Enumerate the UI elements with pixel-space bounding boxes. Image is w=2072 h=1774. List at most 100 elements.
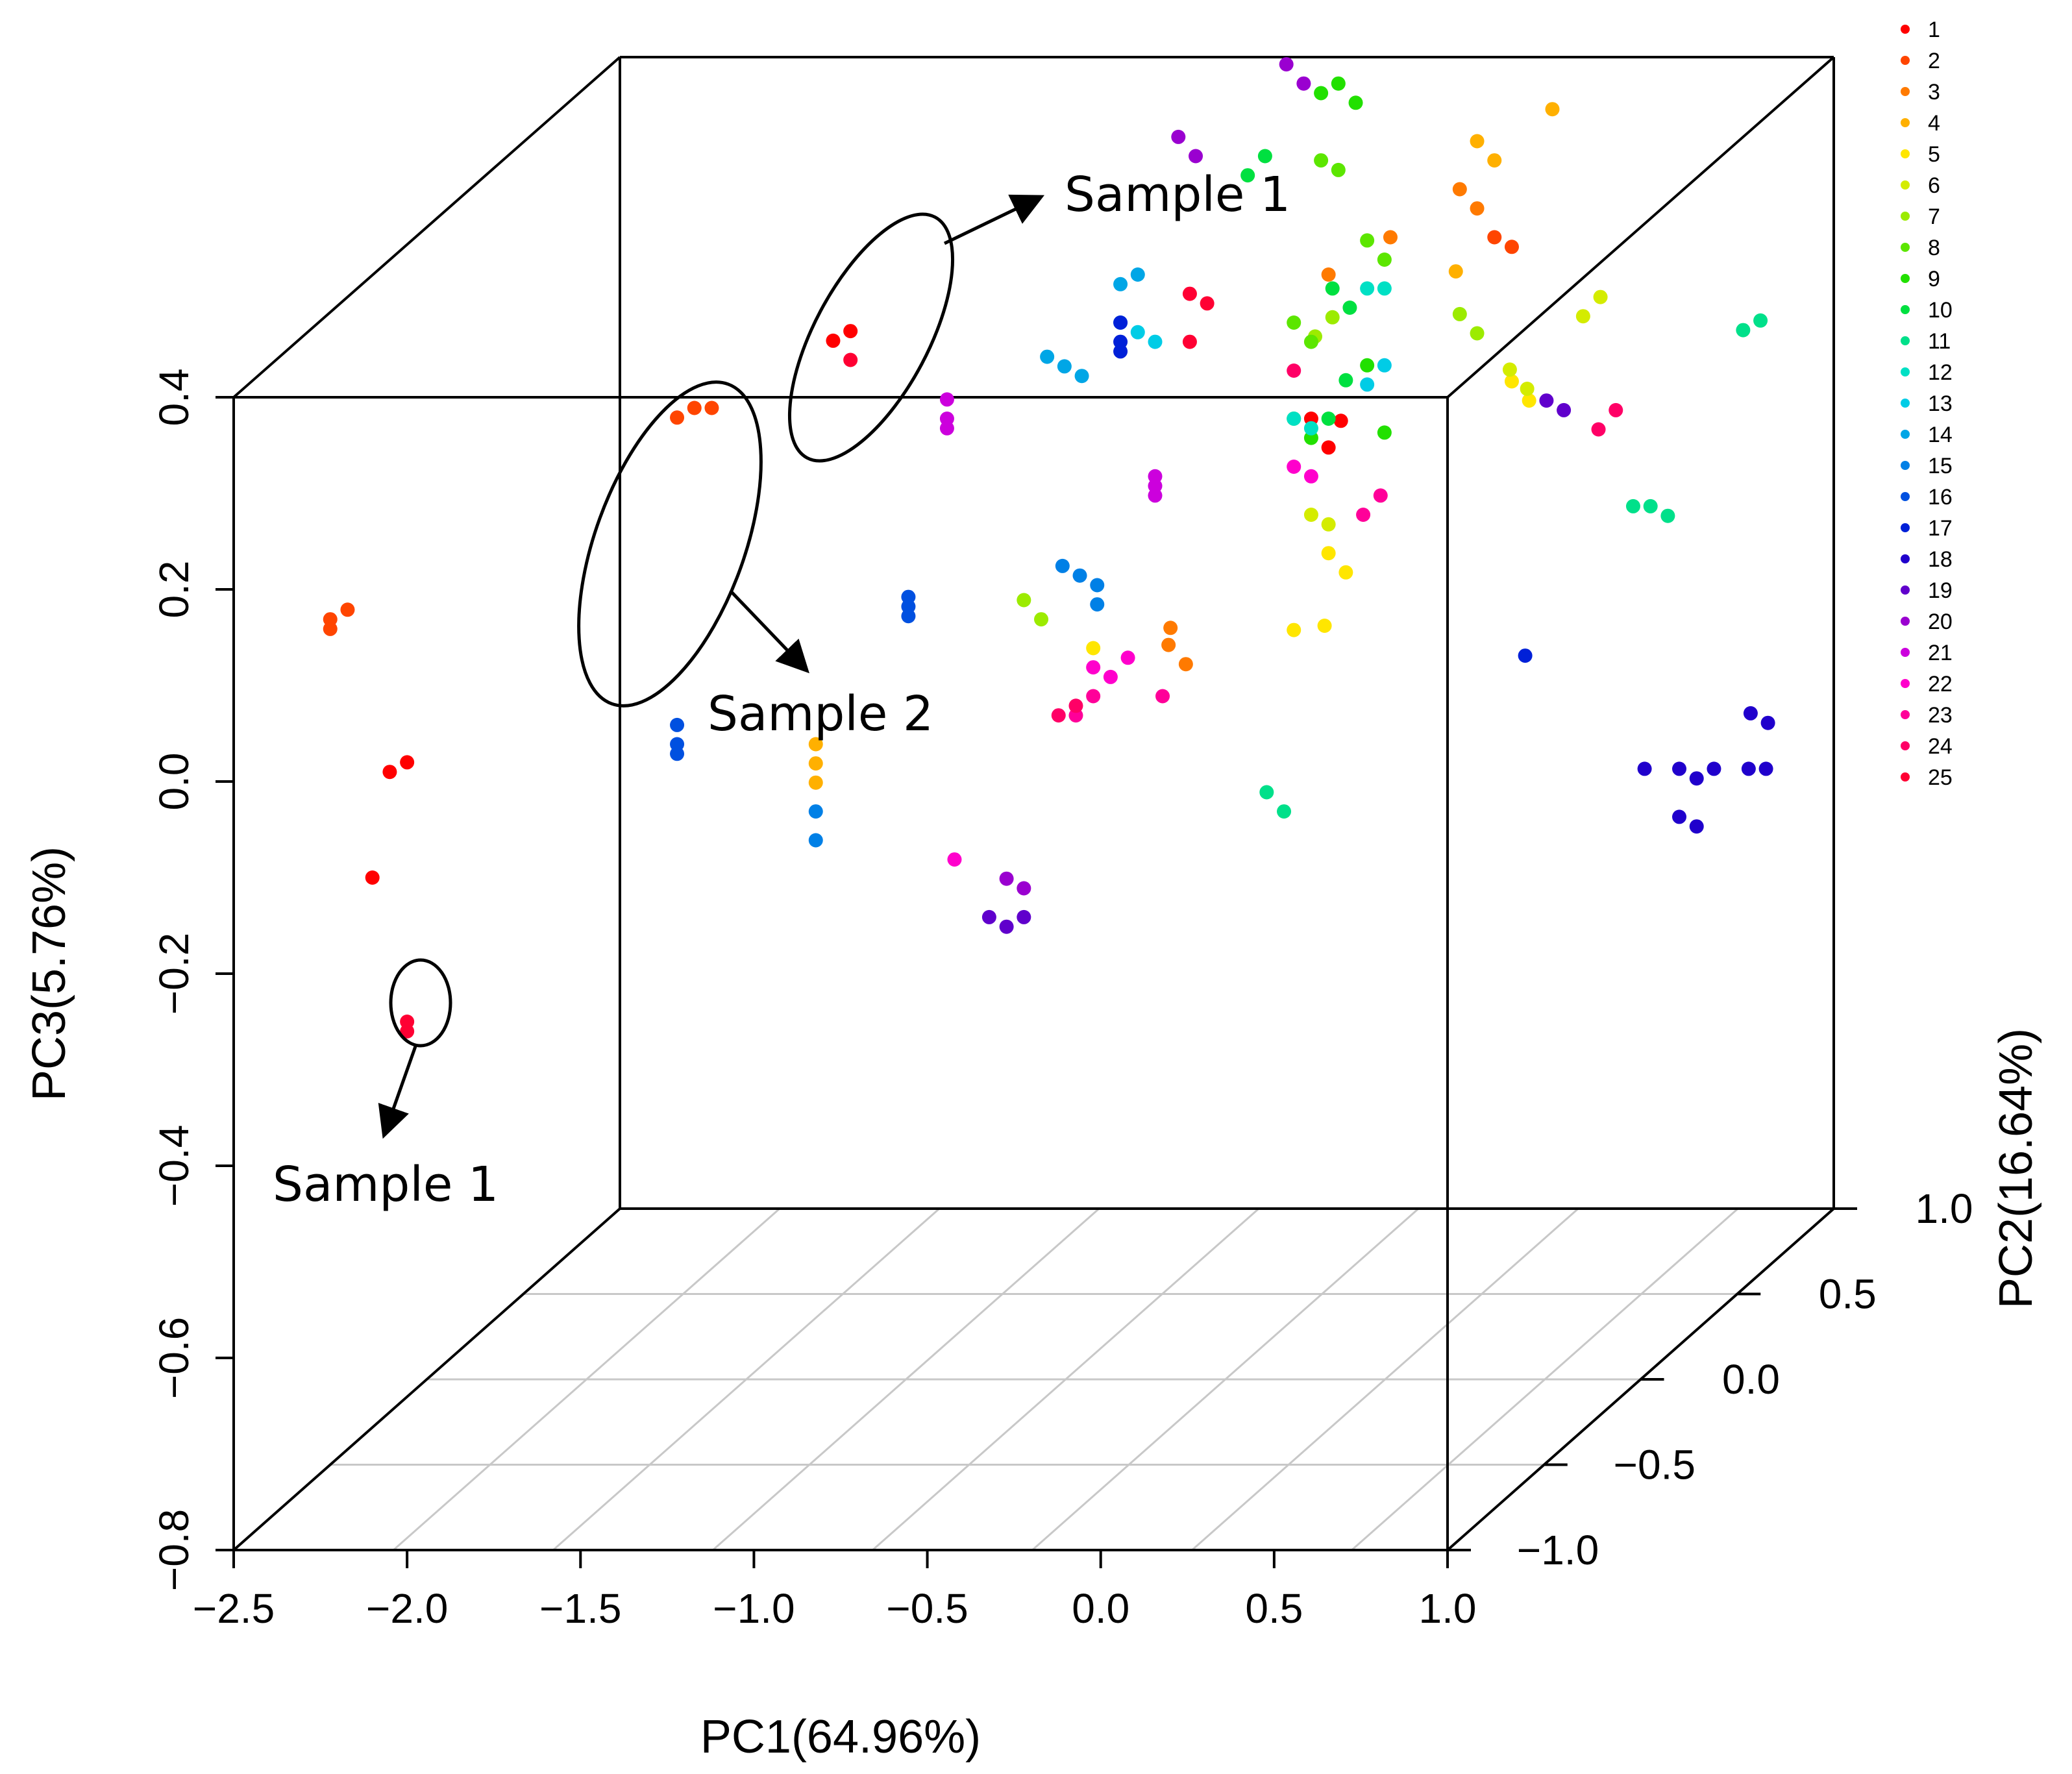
legend-marker xyxy=(1901,212,1910,221)
data-point-group-4 xyxy=(1448,264,1463,279)
legend-label: 8 xyxy=(1928,236,1940,260)
data-point-group-9 xyxy=(1314,86,1329,101)
data-point-group-11 xyxy=(1259,785,1274,800)
data-point-group-9 xyxy=(1331,76,1346,91)
data-point-group-18 xyxy=(1707,761,1721,776)
data-point-group-25 xyxy=(1182,286,1197,301)
data-point-group-12 xyxy=(1377,281,1392,296)
data-point-group-18 xyxy=(1741,761,1756,776)
data-point-group-19 xyxy=(999,919,1014,934)
sample-2-arrow xyxy=(729,589,809,674)
legend-label: 6 xyxy=(1928,173,1940,198)
sample-1-upper-arrow xyxy=(943,194,1045,245)
data-point-group-23 xyxy=(1373,488,1388,503)
data-point-group-17 xyxy=(1518,648,1533,663)
legend-label: 20 xyxy=(1928,610,1953,634)
data-point-group-7 xyxy=(1470,326,1485,341)
y-tick-label: 1.0 xyxy=(1916,1185,1973,1232)
legend-label: 21 xyxy=(1928,641,1953,665)
data-point-group-1 xyxy=(1333,413,1348,428)
data-point-group-18 xyxy=(1637,761,1652,776)
sample-1-lower-arrow xyxy=(378,1046,417,1139)
legend-label: 23 xyxy=(1928,703,1953,728)
data-point-group-5 xyxy=(1287,622,1301,637)
data-point-group-18 xyxy=(1672,809,1686,824)
data-point-group-25 xyxy=(400,1024,415,1039)
data-point-group-3 xyxy=(1383,230,1398,245)
box-edge xyxy=(232,56,621,399)
data-point-group-14 xyxy=(1113,277,1128,291)
data-point-group-15 xyxy=(808,804,823,819)
data-point-group-2 xyxy=(687,400,702,415)
data-point-group-15 xyxy=(1072,568,1087,583)
data-point-group-6 xyxy=(1502,362,1517,377)
legend-label: 3 xyxy=(1928,80,1940,105)
legend-marker xyxy=(1901,523,1910,532)
data-point-group-10 xyxy=(1342,301,1357,315)
z-tick-label: −0.2 xyxy=(151,933,197,1015)
y-tick-label: −1.0 xyxy=(1517,1527,1599,1573)
data-point-group-14 xyxy=(1130,267,1145,282)
x-tick-label: −1.0 xyxy=(713,1585,795,1632)
annotation-label: Sample 1 xyxy=(273,1157,499,1213)
data-point-group-8 xyxy=(1287,315,1301,330)
data-point-group-18 xyxy=(1689,819,1704,834)
data-point-group-5 xyxy=(1317,619,1332,633)
axis-titles: PC1(64.96%) PC3(5.76%) PC2(16.64%) xyxy=(23,846,2042,1763)
data-point-group-13 xyxy=(1377,358,1392,373)
data-point-group-11 xyxy=(1736,323,1751,338)
data-point-group-19 xyxy=(1017,909,1031,924)
legend-label: 22 xyxy=(1928,672,1953,696)
data-point-group-24 xyxy=(1287,363,1301,378)
sample-1-upper-ellipse xyxy=(787,212,955,463)
data-point-group-23 xyxy=(1155,689,1170,704)
x-tick-label: −0.5 xyxy=(886,1585,968,1632)
data-point-group-11 xyxy=(1643,499,1658,513)
legend-label: 7 xyxy=(1928,204,1940,229)
data-point-group-22 xyxy=(1303,469,1318,484)
data-point-group-4 xyxy=(808,756,823,771)
data-point-group-22 xyxy=(1103,669,1118,684)
legend-label: 19 xyxy=(1928,578,1953,603)
annotations: Sample 1 Sample 2 Sample 1 xyxy=(273,167,1290,1213)
y-tick-label: −0.5 xyxy=(1614,1442,1696,1488)
data-point-group-2 xyxy=(323,621,338,636)
data-point-group-16 xyxy=(670,746,685,761)
legend-marker xyxy=(1901,585,1910,595)
data-point-group-21 xyxy=(1148,488,1163,503)
legend-label: 18 xyxy=(1928,547,1953,572)
legend-marker xyxy=(1901,118,1910,127)
data-point-group-15 xyxy=(1055,558,1070,573)
data-point-group-13 xyxy=(1360,377,1375,392)
data-point-group-8 xyxy=(1303,334,1318,349)
legend-label: 10 xyxy=(1928,298,1953,323)
data-point-group-8 xyxy=(1314,153,1329,168)
data-point-group-24 xyxy=(1591,422,1606,437)
box-edge xyxy=(1446,56,1835,399)
data-point-group-11 xyxy=(1753,313,1768,328)
data-point-group-20 xyxy=(1296,76,1311,91)
data-point-group-7 xyxy=(1452,306,1467,321)
data-point-group-20 xyxy=(1017,881,1031,896)
data-point-group-22 xyxy=(947,852,962,867)
x-tick-label: −1.5 xyxy=(539,1585,621,1632)
data-point-group-14 xyxy=(1040,349,1055,364)
legend-marker xyxy=(1901,648,1910,657)
z-tick-label: −0.6 xyxy=(151,1317,197,1399)
legend-marker xyxy=(1901,25,1910,34)
data-point-group-19 xyxy=(1557,402,1572,417)
legend-marker xyxy=(1901,180,1910,190)
data-point-group-1 xyxy=(382,765,397,780)
legend-marker xyxy=(1901,772,1910,782)
annotation-label: Sample 1 xyxy=(1065,167,1290,223)
x-tick-label: −2.0 xyxy=(366,1585,448,1632)
legend-label: 24 xyxy=(1928,734,1953,759)
data-point-group-4 xyxy=(1470,134,1485,149)
annotation-label: Sample 2 xyxy=(708,686,933,742)
legend-marker xyxy=(1901,274,1910,283)
z-tick-label: 0.2 xyxy=(151,561,197,619)
data-point-group-8 xyxy=(1331,162,1346,177)
data-point-group-15 xyxy=(1090,578,1105,593)
legend-marker xyxy=(1901,554,1910,563)
